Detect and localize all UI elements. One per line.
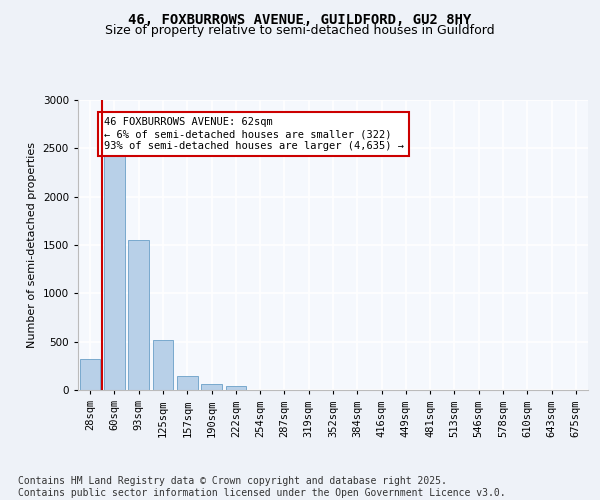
Bar [80,359,100,390]
Text: Size of property relative to semi-detached houses in Guildford: Size of property relative to semi-detach… [105,24,495,37]
Text: Contains HM Land Registry data © Crown copyright and database right 2025.
Contai: Contains HM Land Registry data © Crown c… [18,476,506,498]
Text: 46, FOXBURROWS AVENUE, GUILDFORD, GU2 8HY: 46, FOXBURROWS AVENUE, GUILDFORD, GU2 8H… [128,12,472,26]
Bar [104,153,125,390]
Y-axis label: Number of semi-detached properties: Number of semi-detached properties [27,142,37,348]
Bar [128,240,149,390]
Text: 46 FOXBURROWS AVENUE: 62sqm
← 6% of semi-detached houses are smaller (322)
93% o: 46 FOXBURROWS AVENUE: 62sqm ← 6% of semi… [104,118,404,150]
Bar [226,386,246,390]
Bar [177,376,197,390]
Bar [152,340,173,390]
Bar [201,384,222,390]
